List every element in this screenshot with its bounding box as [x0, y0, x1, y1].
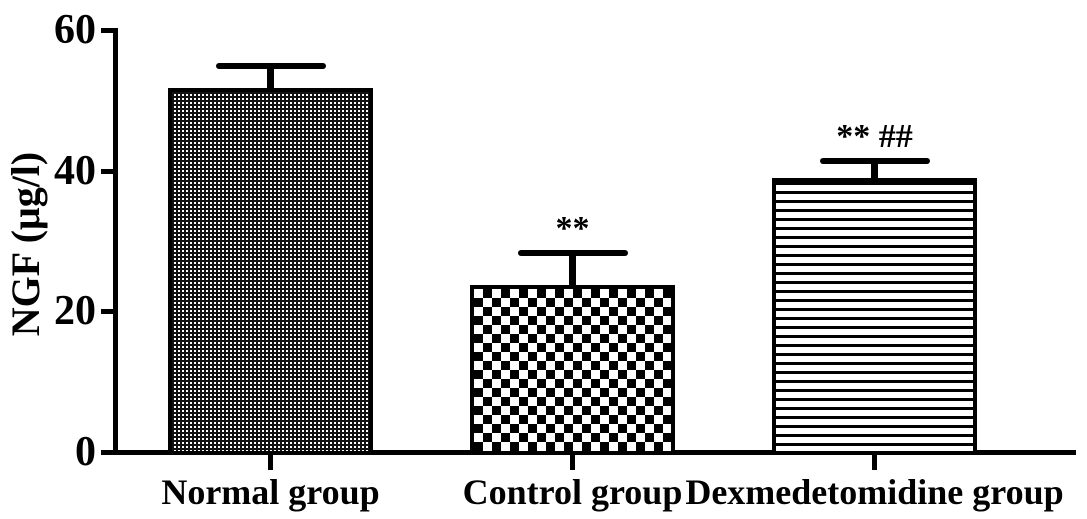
x-axis-label: Dexmedetomidine group — [685, 472, 1064, 512]
x-axis-label: Normal group — [161, 472, 380, 512]
significance-label: ** ## — [836, 117, 913, 155]
y-axis-title: NGF (μg/l) — [3, 151, 48, 337]
y-tick-mark — [101, 168, 114, 174]
error-bar-stem — [871, 160, 878, 181]
y-tick-label: 60 — [54, 7, 96, 53]
bar-normal-group — [168, 87, 373, 455]
y-tick-label: 40 — [54, 147, 96, 194]
error-bar-cap — [517, 249, 628, 256]
significance-label: ** — [555, 209, 590, 247]
x-axis-label: Control group — [462, 472, 683, 512]
error-bar-stem — [267, 65, 274, 91]
y-tick-label: 20 — [54, 288, 96, 335]
y-tick-label: 0 — [75, 429, 96, 475]
error-bar-cap — [819, 157, 930, 164]
y-tick-mark — [101, 309, 114, 315]
x-tick-mark — [872, 452, 877, 470]
bar-dexmedetomidine-group — [772, 177, 977, 455]
x-tick-mark — [570, 452, 575, 470]
y-tick-mark — [101, 28, 114, 33]
y-axis-line — [113, 28, 118, 455]
x-tick-mark — [268, 452, 273, 470]
error-bar-stem — [569, 252, 576, 289]
bar-control-group — [470, 285, 675, 455]
error-bar-cap — [215, 62, 326, 69]
